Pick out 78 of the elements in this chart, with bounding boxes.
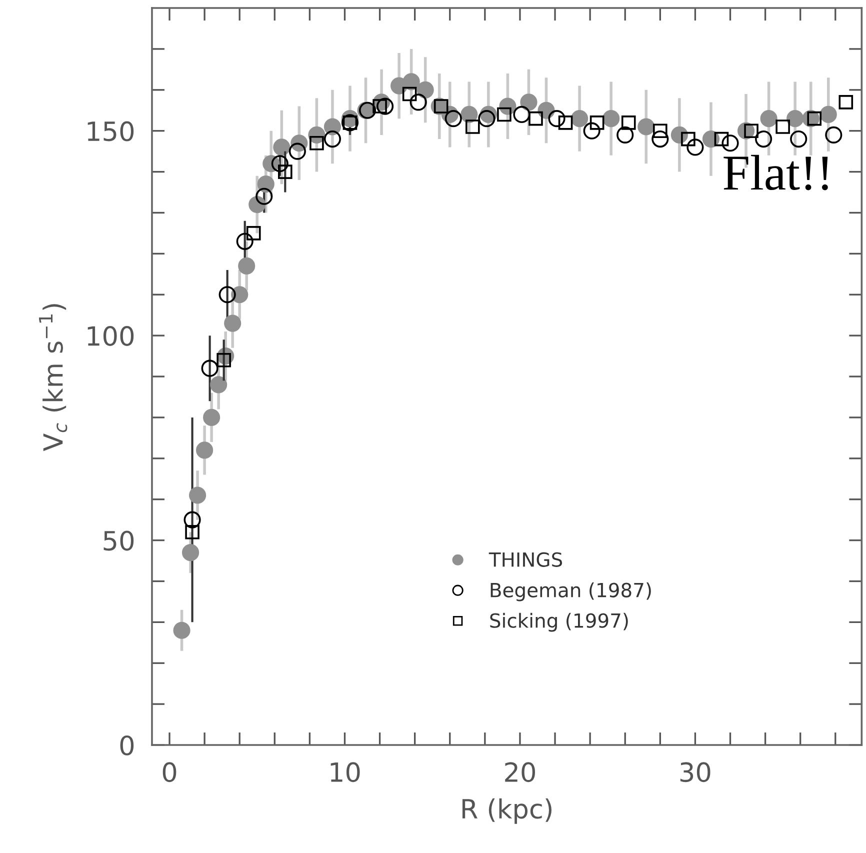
point: [203, 408, 220, 426]
point: [638, 118, 655, 136]
point: [558, 116, 573, 130]
point: [548, 110, 566, 128]
point: [807, 111, 822, 126]
point: [616, 126, 634, 144]
legend-label: Begeman (1987): [490, 582, 651, 602]
point: [444, 110, 462, 128]
y-tick-label: 100: [88, 326, 134, 346]
point: [324, 130, 342, 148]
point: [278, 164, 292, 179]
point: [602, 110, 620, 128]
point: [372, 99, 387, 114]
point: [590, 116, 604, 130]
point: [416, 81, 434, 98]
point: [216, 352, 231, 368]
point: [184, 511, 201, 528]
point: [513, 106, 530, 124]
x-tick-label: 0: [162, 762, 176, 782]
point: [236, 232, 254, 250]
point: [460, 106, 478, 124]
point: [686, 138, 704, 156]
point: [820, 106, 837, 124]
point: [714, 132, 729, 146]
y-tick-label: 50: [104, 530, 134, 551]
point: [173, 622, 190, 639]
point: [182, 544, 200, 562]
point: [224, 314, 242, 332]
x-tick-label: 10: [330, 762, 360, 782]
point: [744, 124, 758, 138]
point: [402, 86, 417, 102]
x-axis-title: R (kpc): [462, 798, 552, 824]
point: [754, 130, 772, 148]
point: [653, 124, 668, 138]
point: [185, 524, 200, 540]
y-axis-title: V$_{c}$ (km s$^{−1}$): [39, 304, 68, 452]
point: [238, 257, 256, 275]
point: [410, 94, 427, 111]
point: [402, 73, 420, 90]
point: [528, 111, 543, 126]
y-tick-label: 0: [120, 735, 134, 756]
point: [189, 486, 206, 504]
point: [256, 188, 273, 205]
point: [478, 110, 496, 128]
point: [434, 99, 448, 114]
point: [520, 94, 538, 111]
point: [273, 138, 290, 156]
point: [776, 120, 790, 134]
point: [571, 110, 588, 128]
point: [324, 118, 342, 136]
point: [231, 286, 248, 304]
point: [210, 376, 228, 394]
point: [838, 95, 854, 110]
point: [786, 110, 804, 128]
y-tick-label: 150: [88, 121, 134, 142]
point: [218, 286, 236, 304]
point: [271, 155, 288, 172]
x-tick-label: 30: [680, 762, 710, 782]
point: [825, 126, 842, 144]
point: [376, 98, 394, 115]
point: [497, 107, 512, 122]
annotation: Flat!!: [724, 154, 828, 190]
legend-label: THINGS: [488, 552, 562, 567]
point: [310, 136, 324, 150]
point: [288, 142, 306, 160]
point: [790, 130, 808, 148]
x-tick-label: 20: [505, 762, 536, 782]
point: [466, 120, 480, 134]
point: [652, 130, 669, 148]
point: [583, 122, 600, 140]
legend-label: Sicking (1997): [490, 612, 628, 632]
point: [196, 442, 214, 459]
point: [722, 134, 739, 152]
point: [201, 360, 218, 377]
point: [246, 226, 261, 240]
point: [760, 110, 778, 128]
point: [681, 132, 696, 146]
point: [621, 116, 636, 130]
